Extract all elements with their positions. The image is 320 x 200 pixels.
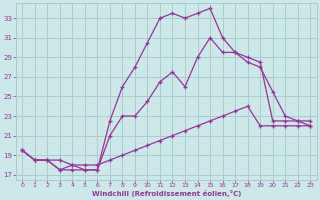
X-axis label: Windchill (Refroidissement éolien,°C): Windchill (Refroidissement éolien,°C)	[92, 190, 241, 197]
